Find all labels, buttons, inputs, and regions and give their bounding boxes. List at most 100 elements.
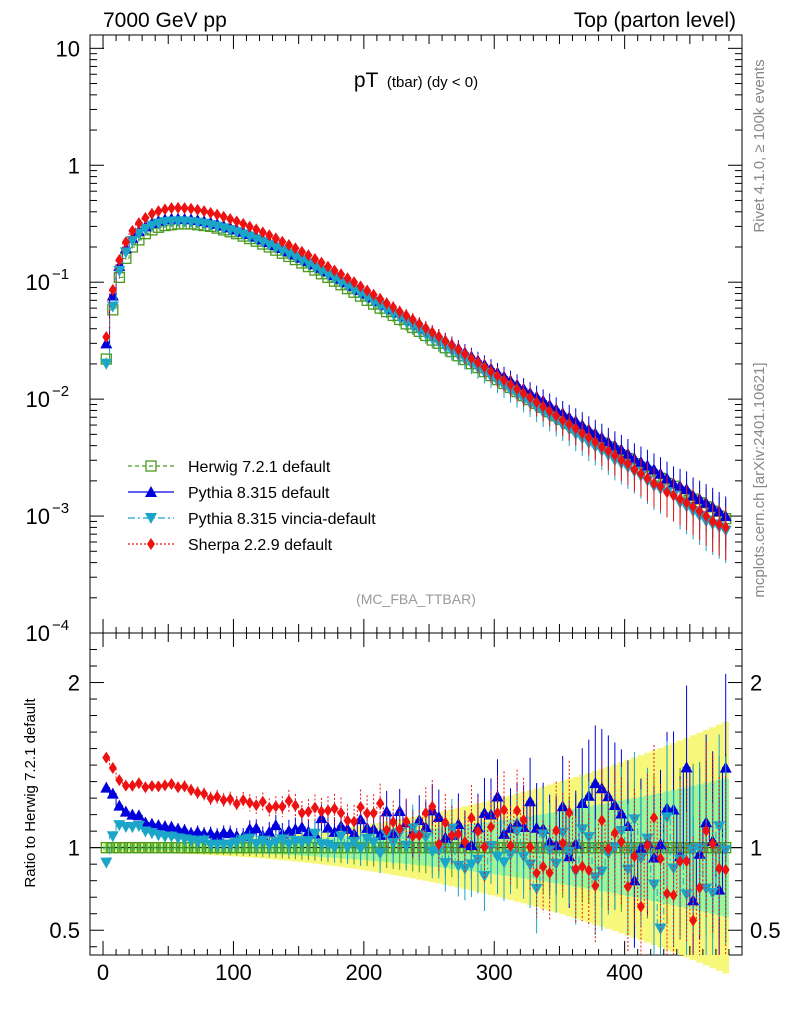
- series-3-ratio-point: [121, 779, 130, 792]
- series-3-ratio-point: [180, 780, 189, 793]
- main-axis-ticks: [90, 35, 742, 634]
- series-3-ratio-point: [284, 794, 293, 807]
- series-3-point: [695, 505, 704, 518]
- series-3-point: [493, 369, 502, 382]
- series-3-ratio-point: [513, 804, 522, 817]
- series-3-point: [154, 205, 163, 218]
- series-2-ratio-point: [432, 845, 445, 857]
- series-0-ratio-point: [100, 842, 112, 854]
- series-2-ratio-point: [341, 842, 354, 854]
- series-2-point: [263, 239, 276, 251]
- series-2-ratio-point: [693, 843, 706, 855]
- series-3-ratio-point: [604, 842, 613, 855]
- series-2-point: [295, 255, 308, 267]
- series-3-ratio-point: [337, 806, 346, 819]
- series-1-ratio-point: [589, 777, 602, 789]
- ratio-ytick-label-right: 1: [750, 836, 762, 861]
- series-3-point: [213, 208, 222, 221]
- series-2-ratio-point: [706, 888, 719, 900]
- series-3-ratio-point: [252, 799, 261, 812]
- series-3-point: [434, 330, 443, 343]
- main-ytick-exponent: −2: [52, 383, 69, 400]
- series-3-point: [258, 226, 267, 239]
- series-3-point: [623, 457, 632, 470]
- series-3-ratio-point: [663, 887, 672, 900]
- series-3-point: [597, 440, 606, 453]
- series-3-ratio-point: [441, 816, 450, 829]
- series-3-ratio-point: [493, 806, 502, 819]
- ratio-ytick-label-right: 2: [750, 671, 762, 696]
- series-3-point: [558, 414, 567, 427]
- series-3-ratio-point: [506, 839, 515, 852]
- series-2-ratio-point: [700, 883, 713, 895]
- series-2-ratio-point: [256, 835, 269, 847]
- series-1-ratio-point: [295, 821, 308, 833]
- rivet-label: Rivet 4.1.0, ≥ 100k events: [751, 59, 768, 232]
- series-3-point: [460, 348, 469, 361]
- series-3-ratio-point: [226, 793, 235, 806]
- series-3-ratio-point: [617, 835, 626, 848]
- ratio-ytick-label-left: 1: [68, 836, 80, 861]
- series-2-ratio-point: [680, 889, 693, 901]
- series-1-ratio-point: [595, 782, 608, 794]
- series-3-ratio-point: [408, 830, 417, 843]
- xtick-labels: 0 100 200 300 400: [97, 960, 643, 985]
- series-2-ratio-point: [719, 845, 732, 857]
- series-1-ratio-point: [269, 819, 282, 831]
- series-3-ratio-point: [702, 824, 711, 837]
- series-2-point: [282, 248, 295, 260]
- series-3-point: [715, 518, 724, 531]
- series-2-point: [315, 265, 328, 277]
- series-3-point: [252, 223, 261, 236]
- series-3-point: [245, 220, 254, 233]
- series-3-ratio-point: [271, 800, 280, 813]
- series-3-ratio-point: [297, 806, 306, 819]
- series-3-ratio-point: [323, 804, 332, 817]
- series-3-point: [115, 253, 124, 266]
- series-3-ratio-point: [187, 783, 196, 796]
- series-3-ratio-point: [545, 866, 554, 879]
- series-3-point: [617, 454, 626, 467]
- series-3-point: [630, 463, 639, 476]
- series-2-point: [321, 269, 334, 281]
- series-3-ratio-point: [206, 792, 215, 805]
- series-2-ratio-point: [387, 837, 400, 849]
- series-3-point: [473, 356, 482, 369]
- series-3-ratio-point: [486, 820, 495, 833]
- series-3-ratio-point: [310, 801, 319, 814]
- series-2-point: [276, 245, 289, 257]
- series-2-ratio-point: [471, 854, 484, 866]
- ratio-ytick-label-right: 0.5: [750, 918, 781, 943]
- series-3-ratio-point: [389, 816, 398, 829]
- series-3-point: [369, 288, 378, 301]
- series-1-ratio-point: [680, 761, 693, 773]
- plot-title: pT (tbar) (dy < 0): [354, 69, 478, 92]
- series-3-point: [539, 400, 548, 413]
- series-3-point: [278, 235, 287, 248]
- series-1-ratio-point: [432, 811, 445, 823]
- plot-title-main: pT: [354, 69, 379, 92]
- legend-marker-3: [147, 538, 155, 550]
- series-3-ratio-point: [597, 814, 606, 827]
- series-3-point: [689, 500, 698, 513]
- series-0-ratio-point: [152, 842, 165, 854]
- series-3-point: [108, 283, 117, 296]
- series-1-ratio-point: [250, 822, 263, 834]
- series-3-ratio-point: [467, 811, 476, 824]
- series-3-ratio-point: [343, 814, 352, 827]
- ratio-ylabel: Ratio to Herwig 7.2.1 default: [22, 698, 39, 888]
- main-ytick-label: 1: [68, 153, 80, 178]
- series-3-point: [147, 207, 156, 220]
- series-2-ratio-point: [230, 837, 243, 849]
- series-2-ratio-point: [308, 828, 321, 840]
- series-3-ratio-point: [265, 801, 274, 814]
- series-3-ratio-point: [102, 751, 111, 764]
- series-3-ratio-point: [167, 778, 176, 791]
- series-3-ratio-point: [330, 802, 339, 815]
- series-3-ratio-point: [369, 807, 378, 820]
- series-3-point: [571, 422, 580, 435]
- series-3-ratio-point: [160, 779, 169, 792]
- series-3-point: [604, 445, 613, 458]
- series-3-point: [128, 224, 137, 237]
- ratio-ytick-labels: 0.5 0.5 1 1 2 2: [49, 671, 780, 944]
